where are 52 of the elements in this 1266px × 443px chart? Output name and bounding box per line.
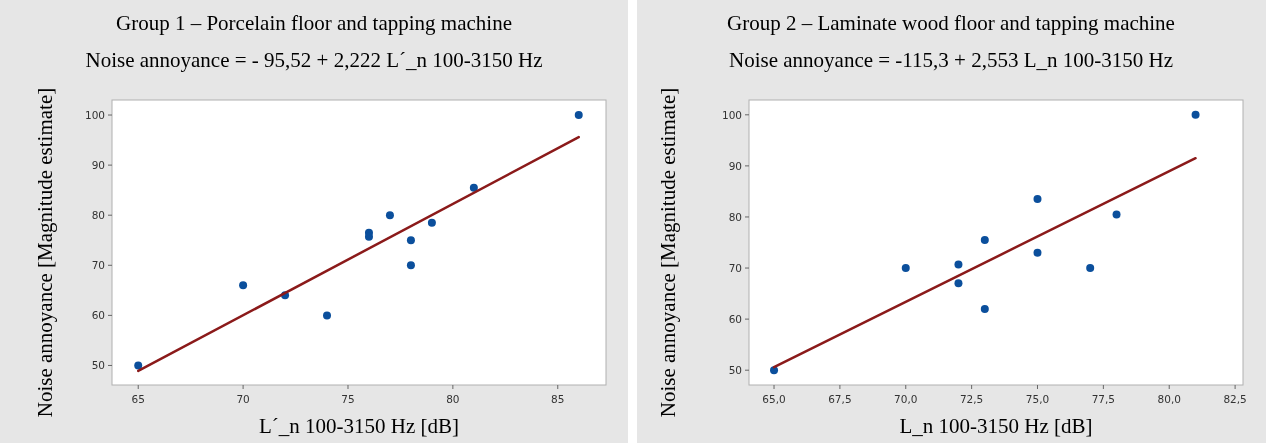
point	[1086, 264, 1095, 273]
x-tick-label: 80,0	[1157, 393, 1181, 405]
x-tick-label: 67,5	[828, 393, 852, 405]
x-tick-label: 75,0	[1025, 393, 1050, 405]
chart-title: Group 1 – Porcelain floor and tapping machine	[116, 11, 512, 35]
point	[574, 111, 583, 120]
x-tick-label: 80	[446, 393, 460, 405]
y-tick-label: 90	[91, 159, 105, 172]
x-tick-label: 82,5	[1223, 393, 1247, 405]
y-tick-label: 70	[728, 262, 742, 275]
point	[406, 261, 415, 270]
x-tick-label: 70	[236, 393, 250, 405]
y-tick-label: 100	[721, 108, 742, 121]
y-tick-label: 50	[91, 359, 105, 372]
point	[469, 183, 478, 192]
y-tick-label: 100	[84, 109, 105, 122]
y-tick-label: 70	[91, 259, 105, 272]
point	[954, 279, 963, 288]
chart-subtitle: Noise annoyance = -115,3 + 2,553 L_n 100-3150 Hz	[729, 48, 1173, 72]
x-axis-title: L_n 100-3150 Hz [dB]	[899, 414, 1093, 438]
x-tick-label: 85	[551, 393, 565, 405]
y-tick-label: 50	[728, 364, 742, 377]
x-tick-label: 65	[131, 393, 145, 405]
y-tick-label: 90	[728, 159, 742, 172]
point	[1191, 110, 1200, 119]
chart-title: Group 2 – Laminate wood floor and tapping machine	[727, 11, 1175, 35]
x-tick-label: 72,5	[959, 393, 984, 405]
y-tick-label: 80	[91, 209, 105, 222]
point	[1112, 210, 1121, 219]
point	[239, 281, 248, 290]
x-tick-label: 75	[341, 393, 355, 405]
y-axis-title: Noise annoyance [Magnitude estimate]	[656, 87, 680, 418]
y-tick-label: 60	[91, 309, 105, 322]
point	[954, 260, 963, 269]
point	[323, 311, 332, 320]
x-tick-label: 77,5	[1091, 393, 1116, 405]
x-tick-label: 65,0	[762, 393, 786, 405]
chart-subtitle: Noise annoyance = - 95,52 + 2,222 L´_n 100-3150 Hz	[85, 48, 543, 72]
point	[385, 211, 394, 220]
point	[1033, 248, 1042, 257]
point	[901, 264, 910, 273]
point	[980, 304, 989, 313]
x-axis-title: L´_n 100-3150 Hz [dB]	[258, 414, 460, 438]
y-tick-label: 80	[728, 210, 742, 223]
point	[980, 235, 989, 244]
point	[134, 361, 143, 370]
x-tick-label: 70,0	[894, 393, 918, 405]
point	[1033, 195, 1042, 204]
y-axis-title: Noise annoyance [Magnitude estimate]	[33, 87, 57, 418]
point	[427, 218, 436, 227]
y-tick-label: 60	[728, 313, 742, 326]
point	[406, 236, 415, 245]
